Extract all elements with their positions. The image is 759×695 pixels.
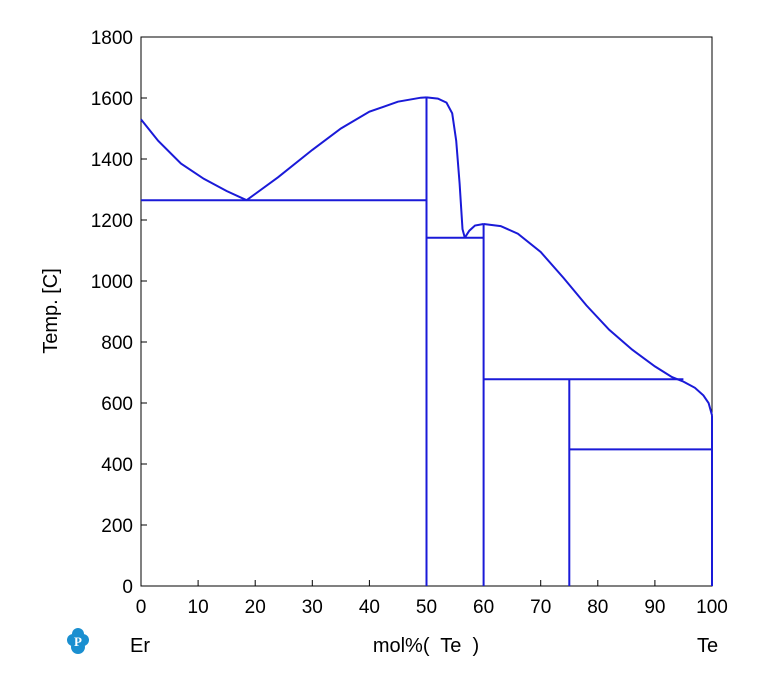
left-component-label: Er xyxy=(130,635,150,657)
x-axis: 0 10 20 30 40 50 60 70 80 90 100 xyxy=(136,580,728,618)
x-tick-label: 20 xyxy=(245,597,266,618)
y-tick-label: 1800 xyxy=(91,28,133,49)
phase-boundaries xyxy=(140,96,713,586)
svg-text:P: P xyxy=(74,634,82,649)
y-tick-label: 200 xyxy=(101,516,133,537)
right-component-label: Te xyxy=(697,635,718,657)
x-tick-label: 80 xyxy=(587,597,608,618)
x-tick-label: 70 xyxy=(530,597,551,618)
x-tick-label: 90 xyxy=(644,597,665,618)
y-tick-label: 1200 xyxy=(91,211,133,232)
x-tick-label: 60 xyxy=(473,597,494,618)
x-tick-label: 0 xyxy=(136,597,147,618)
y-axis-label: Temp. [C] xyxy=(40,268,62,354)
logo-icon: P xyxy=(67,628,89,654)
phase-boundary-line xyxy=(483,223,713,416)
y-tick-label: 600 xyxy=(101,394,133,415)
x-axis-label: mol%( Te ) xyxy=(373,635,479,657)
x-tick-label: 30 xyxy=(302,597,323,618)
y-tick-label: 1600 xyxy=(91,89,133,110)
x-tick-label: 50 xyxy=(416,597,437,618)
y-tick-label: 1000 xyxy=(91,272,133,293)
x-tick-label: 10 xyxy=(188,597,209,618)
y-tick-label: 800 xyxy=(101,333,133,354)
phase-boundary-line xyxy=(246,96,427,202)
phase-boundary-line xyxy=(426,96,466,238)
y-axis: 0 200 400 600 800 1000 1200 1400 1600 1800 xyxy=(91,28,147,598)
phase-boundary-line xyxy=(140,118,248,202)
phase-boundary-line xyxy=(463,223,484,239)
y-tick-label: 400 xyxy=(101,455,133,476)
y-tick-label: 0 xyxy=(122,577,133,598)
x-tick-label: 100 xyxy=(696,597,728,618)
y-tick-label: 1400 xyxy=(91,150,133,171)
x-tick-label: 40 xyxy=(359,597,380,618)
